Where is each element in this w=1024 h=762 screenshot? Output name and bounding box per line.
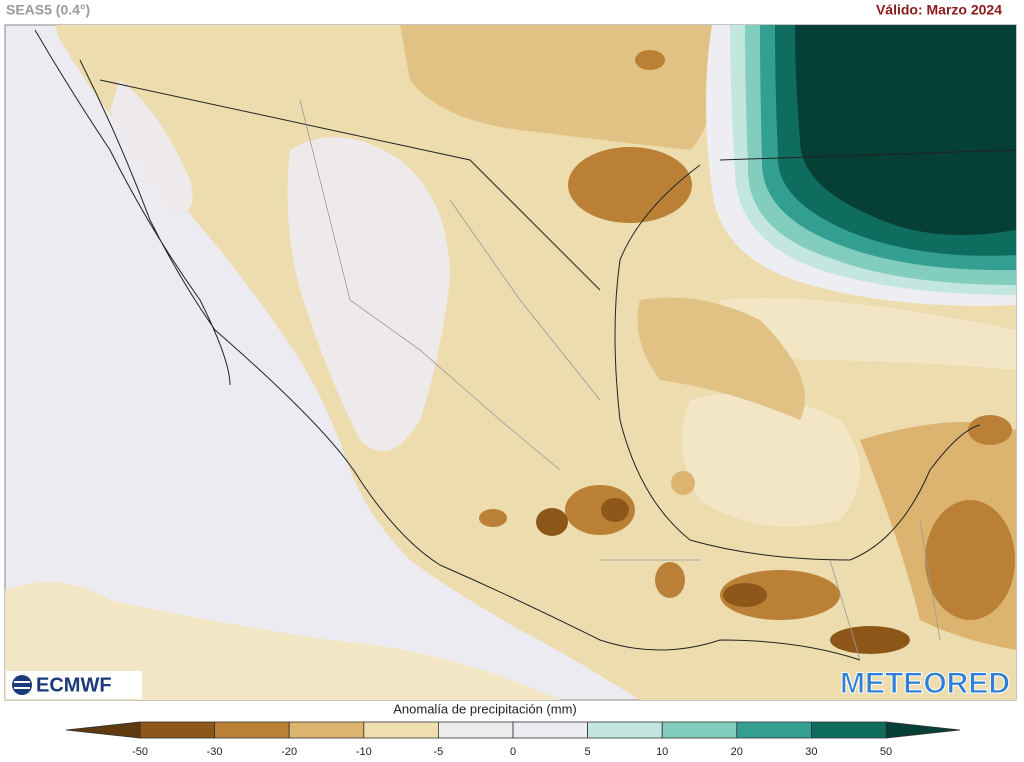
coastline [34,29,1016,661]
map [4,24,1017,701]
colorbar-tick-label: 10 [656,746,668,758]
colorbar-segment [139,721,215,739]
anomaly-patch [565,485,635,535]
colorbar: Anomalía de precipitación (mm) -50 -30 -20… [65,701,961,758]
anomaly-patch [479,509,507,527]
valid-date: Válido: Marzo 2024 [876,2,1002,18]
colorbar-segment [661,721,738,739]
colorbar-tick-label: 5 [585,746,591,758]
anomaly-patch [287,137,450,452]
colorbar-tick-label: -50 [132,746,148,758]
colorbar-tick-label: -5 [434,746,444,758]
logo-text: ECMWF [36,674,112,696]
meteored-logo: METEORED [840,667,1010,700]
anomaly-patch [671,471,695,495]
anomaly-patch [110,80,193,212]
colorbar-segment [512,721,588,739]
anomaly-patch [635,50,665,70]
ecmwf-logo: ECMWF [6,671,142,699]
anomaly-patch [720,298,1016,370]
anomaly-patch [830,626,910,654]
legend-title: Anomalía de precipitación (mm) [393,701,577,716]
colorbar-segment [811,721,887,739]
colorbar-segment [288,721,365,739]
colorbar-segment [363,721,439,739]
anomaly-patch [795,25,1016,235]
colorbar-segment [214,721,290,739]
colorbar-tick-label: 30 [805,746,817,758]
border [299,99,941,661]
anomaly-patch [720,570,840,620]
colorbar-tick-label: -10 [356,746,372,758]
colorbar-tick-label: -30 [207,746,223,758]
anomaly-patch [601,498,629,522]
anomaly-patch [568,147,692,223]
colorbar-segment [736,721,812,739]
anomaly-patch [536,508,568,536]
logo-icon [14,681,30,689]
colorbar-segment [437,721,514,739]
anomaly-patch [968,415,1012,445]
anomaly-patch [637,297,805,420]
anomaly-patch [925,500,1015,620]
colorbar-arrow [885,721,961,739]
colorbar-tick-label: 0 [510,746,516,758]
logo-icon [12,675,32,695]
model-label: SEAS5 (0.4°) [6,2,90,18]
anomaly-patch [5,582,560,700]
colorbar-tick-label: -20 [281,746,297,758]
anomaly-patch [682,393,860,527]
anomaly-patch [723,583,767,607]
colorbar-arrow [65,721,141,739]
colorbar-segment [587,721,663,739]
colorbar-tick-label: 20 [731,746,743,758]
anomaly-patch [655,562,685,598]
anomaly-field [5,25,1016,700]
colorbar-tick-label: 50 [880,746,892,758]
